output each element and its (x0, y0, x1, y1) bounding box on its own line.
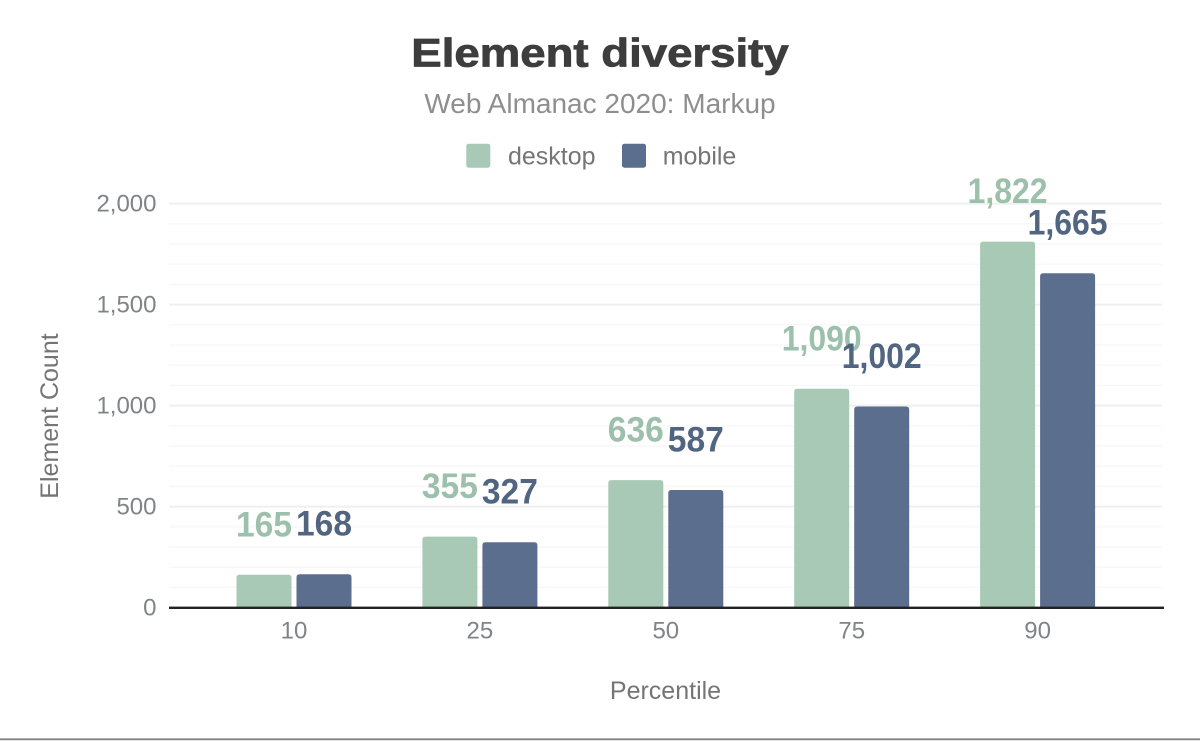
svg-text:Percentile: Percentile (610, 677, 721, 705)
svg-text:Web Almanac 2020: Markup: Web Almanac 2020: Markup (424, 88, 775, 119)
svg-text:desktop: desktop (508, 143, 596, 171)
svg-text:90: 90 (1024, 618, 1051, 645)
svg-text:327: 327 (482, 473, 538, 512)
svg-text:Element diversity: Element diversity (411, 31, 789, 75)
svg-text:10: 10 (281, 618, 308, 645)
svg-text:165: 165 (236, 505, 292, 544)
svg-text:1,500: 1,500 (96, 292, 156, 319)
svg-text:355: 355 (422, 467, 478, 506)
svg-text:1,090: 1,090 (782, 319, 862, 358)
svg-text:50: 50 (652, 618, 679, 645)
svg-text:mobile: mobile (663, 143, 737, 171)
svg-text:1,822: 1,822 (968, 172, 1048, 211)
svg-text:168: 168 (296, 505, 352, 544)
svg-text:2,000: 2,000 (96, 191, 156, 218)
svg-text:1,665: 1,665 (1028, 204, 1108, 243)
svg-text:0: 0 (143, 595, 156, 622)
svg-text:1,000: 1,000 (96, 393, 156, 420)
svg-text:75: 75 (838, 618, 865, 645)
svg-text:636: 636 (608, 411, 664, 450)
svg-text:25: 25 (467, 618, 494, 645)
svg-text:500: 500 (116, 494, 156, 521)
svg-text:1,002: 1,002 (842, 337, 922, 376)
svg-text:Element Count: Element Count (36, 333, 64, 498)
svg-text:587: 587 (668, 421, 724, 460)
